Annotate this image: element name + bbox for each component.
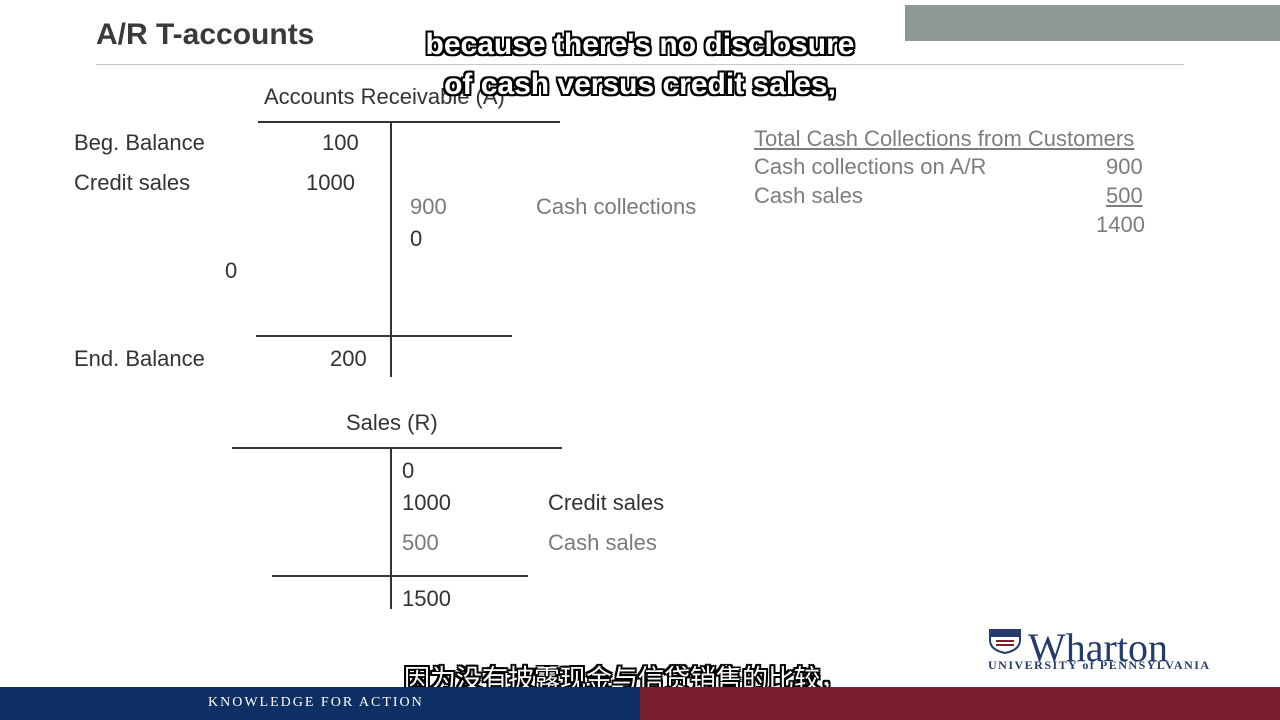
ar-credit-sales-value: 1000 [306, 170, 355, 195]
sales-zero: 0 [402, 458, 415, 483]
ar-t-vertical-line [390, 121, 392, 377]
ar-heading: Accounts Receivable (A) [264, 84, 505, 109]
sales-cash-value: 500 [402, 530, 439, 555]
sales-total: 1500 [402, 586, 451, 611]
footer-crimson-band [640, 687, 1280, 720]
header-divider [96, 64, 1184, 65]
collections-row-cash-label: Cash sales [754, 183, 863, 208]
top-accent-bar [905, 5, 1280, 41]
footer-navy-band [0, 687, 640, 720]
ar-beg-balance-value: 100 [322, 130, 359, 155]
ar-end-balance-value: 200 [330, 346, 367, 371]
ar-left-zero: 0 [225, 258, 238, 283]
ar-t-top-line [258, 121, 560, 123]
sales-t-top-line [232, 447, 562, 449]
wharton-logo-text: Wharton [1028, 625, 1168, 670]
sales-t-vertical-line [390, 447, 392, 609]
subtitle-english-line2: of cash versus credit sales, [444, 68, 836, 101]
ar-beg-balance-label: Beg. Balance [74, 130, 205, 155]
slide-title: A/R T-accounts [96, 18, 315, 51]
sales-balance-line [272, 575, 528, 577]
collections-row-ar-label: Cash collections on A/R [754, 154, 987, 179]
sales-credit-label: Credit sales [548, 490, 665, 515]
collections-total: 1400 [1096, 212, 1145, 237]
ar-balance-line [256, 335, 512, 337]
penn-shield-icon [989, 629, 1021, 654]
ar-end-balance-label: End. Balance [74, 346, 205, 371]
sales-heading: Sales (R) [346, 410, 438, 435]
ar-credit-sales-label: Credit sales [74, 170, 191, 195]
ar-cash-collections-label: Cash collections [536, 194, 697, 219]
collections-row-cash-value: 500 [1106, 183, 1143, 208]
sales-credit-value: 1000 [402, 490, 451, 515]
sales-cash-label: Cash sales [548, 530, 657, 555]
ar-cash-collections-value: 900 [410, 194, 447, 219]
ar-right-zero: 0 [410, 226, 423, 251]
subtitle-english-line1: because there's no disclosure [425, 28, 855, 61]
collections-heading: Total Cash Collections from Customers [754, 126, 1135, 151]
collections-row-ar-value: 900 [1106, 154, 1143, 179]
upenn-logo-text: UNIVERSITY of PENNSYLVANIA [988, 658, 1211, 672]
footer-tagline: KNOWLEDGE FOR ACTION [208, 695, 424, 710]
